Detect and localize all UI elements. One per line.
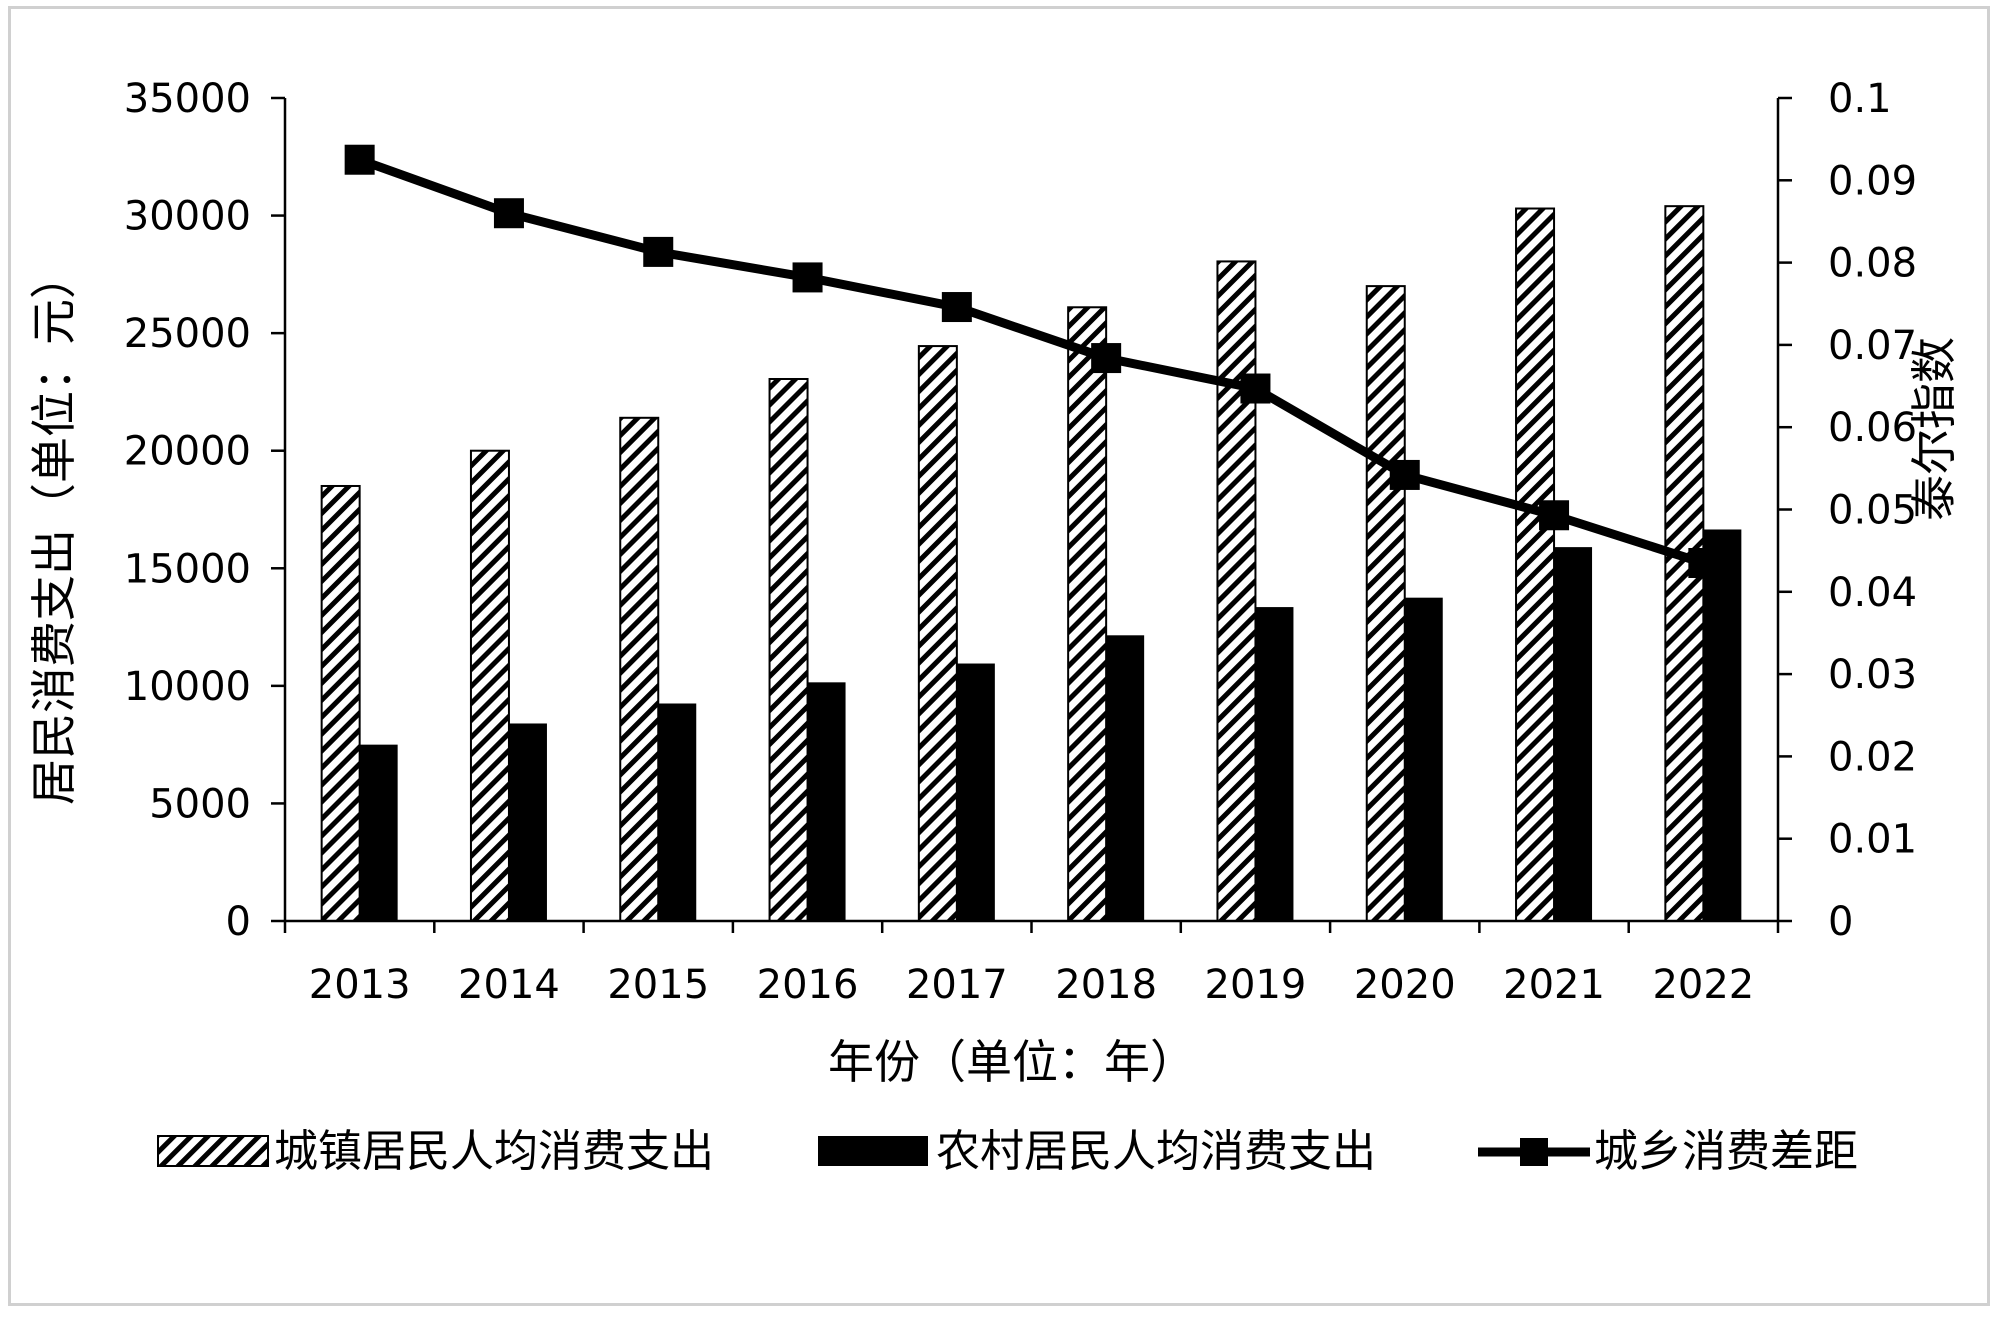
x-tick-label: 2018 — [1055, 962, 1157, 1008]
marker-gap — [643, 236, 674, 267]
bar-urban — [768, 377, 809, 922]
y-tick-label: 30000 — [124, 194, 251, 240]
marker-gap — [792, 262, 823, 293]
y-axis-title: 居民消费支出（单位：元） — [27, 253, 81, 805]
y-tick-label: 25000 — [124, 311, 251, 357]
bar-rural — [359, 744, 398, 921]
x-tick-label: 2013 — [309, 962, 411, 1008]
y-tick-label: 0 — [226, 899, 251, 945]
y2-tick-label: 0.09 — [1828, 158, 1917, 204]
bar-urban — [1216, 260, 1257, 923]
x-tick-label: 2016 — [757, 962, 859, 1008]
marker-gap — [1091, 343, 1122, 374]
x-tick-label: 2021 — [1503, 962, 1605, 1008]
bar-rural — [508, 723, 547, 921]
bar-rural — [1255, 607, 1294, 921]
marker-gap — [1240, 373, 1271, 404]
bar-urban — [917, 345, 958, 922]
bar-rural — [658, 703, 697, 921]
marker-gap — [493, 198, 524, 229]
y2-tick-label: 0.01 — [1828, 817, 1917, 863]
marker-gap — [941, 292, 972, 323]
bar-rural — [956, 663, 995, 921]
bar-urban — [1365, 285, 1406, 923]
legend-label-gap: 城乡消费差距 — [1594, 1126, 1858, 1177]
y2-tick-label: 0.1 — [1828, 76, 1892, 122]
y-tick-label: 5000 — [149, 781, 251, 827]
y-tick-label: 10000 — [124, 664, 251, 710]
x-tick-label: 2019 — [1205, 962, 1307, 1008]
y-tick-label: 20000 — [124, 429, 251, 475]
legend-label-urban: 城镇居民人均消费支出 — [274, 1126, 714, 1177]
bar-urban — [1515, 207, 1556, 922]
bar-rural — [1106, 635, 1145, 921]
bar-rural — [1404, 597, 1443, 921]
bar-rural — [1703, 529, 1742, 921]
bar-urban — [320, 484, 361, 922]
legend-swatch-urban — [157, 1135, 269, 1167]
y2-tick-label: 0.06 — [1828, 405, 1917, 451]
x-tick-label: 2022 — [1652, 962, 1754, 1008]
y2-tick-label: 0 — [1828, 899, 1853, 945]
legend-swatch-gap-marker — [1520, 1138, 1548, 1166]
bars-layer — [320, 205, 1742, 923]
bar-urban — [1067, 306, 1108, 922]
y2-tick-label: 0.05 — [1828, 488, 1917, 534]
marker-gap — [1389, 459, 1420, 490]
y-tick-label: 35000 — [124, 76, 251, 122]
marker-gap — [1688, 547, 1719, 578]
bar-urban — [619, 416, 660, 922]
marker-gap — [1539, 500, 1570, 531]
x-tick-label: 2020 — [1354, 962, 1456, 1008]
x-axis-title: 年份（单位：年） — [828, 1035, 1196, 1089]
y2-axis-title: 泰尔指数 — [1907, 337, 1961, 521]
y2-tick-label: 0.03 — [1828, 652, 1917, 698]
legend-swatch-rural — [818, 1136, 928, 1166]
line-gap — [358, 155, 1705, 568]
axes-layer: 0 5000 10000 15000 20000 25000 30000 35000 0 0.01… — [124, 76, 1917, 1008]
x-tick-label: 2017 — [906, 962, 1008, 1008]
y2-tick-label: 0.02 — [1828, 734, 1917, 780]
legend-label-rural: 农村居民人均消费支出 — [936, 1126, 1376, 1177]
x-tick-label: 2015 — [607, 962, 709, 1008]
y2-tick-label: 0.08 — [1828, 241, 1917, 287]
y2-tick-label: 0.07 — [1828, 323, 1917, 369]
legend: 城镇居民人均消费支出 农村居民人均消费支出 城乡消费差距 — [157, 1126, 1858, 1177]
y-tick-label: 15000 — [124, 546, 251, 592]
x-tick-label: 2014 — [458, 962, 560, 1008]
marker-gap — [344, 144, 375, 175]
bar-rural — [1554, 547, 1593, 921]
bar-rural — [807, 682, 846, 921]
line-layer — [344, 144, 1719, 578]
bar-urban — [469, 449, 510, 922]
y2-tick-label: 0.04 — [1828, 570, 1917, 616]
